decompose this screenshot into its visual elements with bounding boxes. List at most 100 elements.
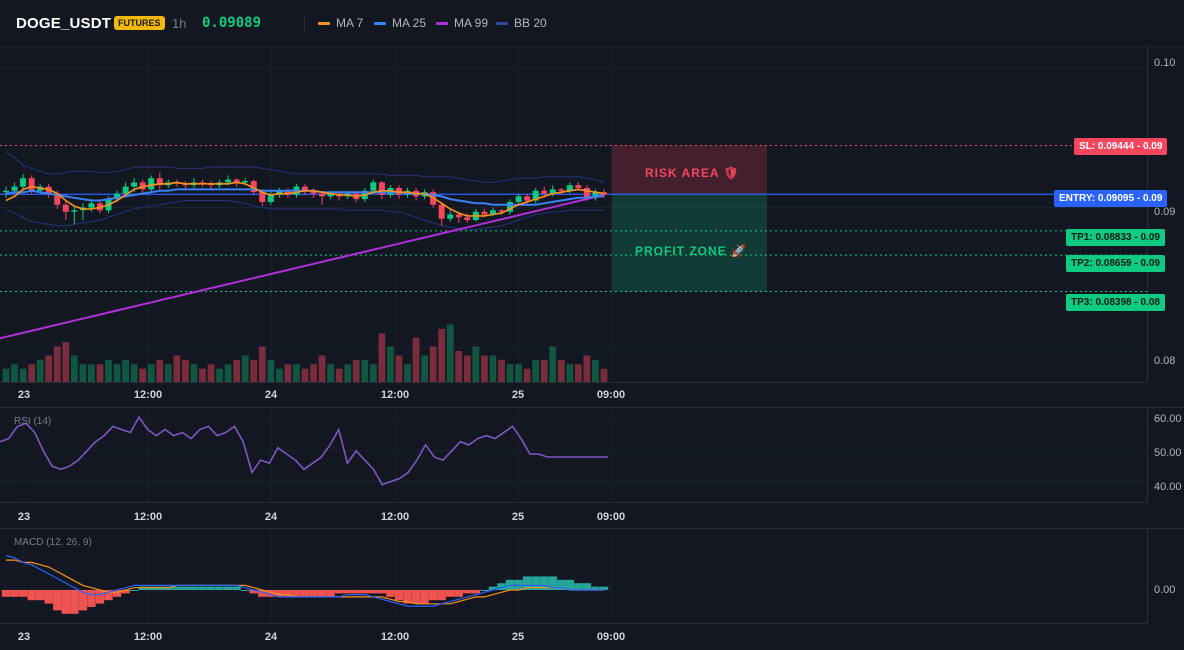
futures-badge: FUTURES xyxy=(114,16,165,30)
macd-hist-bar xyxy=(343,590,352,594)
price-tick: 0.08 xyxy=(1154,355,1176,367)
macd-hist-bar xyxy=(531,576,540,590)
candle-body xyxy=(507,201,514,212)
time-tick: 12:00 xyxy=(133,511,163,523)
macd-hist-bar xyxy=(369,590,378,594)
tp1-tag[interactable]: TP1: 0.08833 - 0.09 xyxy=(1066,229,1165,246)
price-pane[interactable]: RISK AREA 🛡 PROFIT ZONE 🚀 xyxy=(0,47,1147,382)
macd-hist-bar xyxy=(352,590,361,594)
volume-bar xyxy=(88,364,95,382)
macd-hist-bar xyxy=(112,590,122,597)
macd-hist-bar xyxy=(377,590,387,594)
macd-hist-bar xyxy=(317,590,327,597)
rsi-axis[interactable]: 60.00 50.00 40.00 xyxy=(1147,407,1184,503)
volume-bar xyxy=(438,328,446,382)
macd-hist-bar xyxy=(522,576,532,590)
candle-body xyxy=(302,186,308,191)
volume-bar xyxy=(463,355,471,382)
macd-hist-bar xyxy=(497,583,506,590)
timeframe-selector[interactable]: 1h xyxy=(172,16,187,31)
time-tick: 12:00 xyxy=(380,631,410,643)
legend-bb-label: BB 20 xyxy=(514,16,547,30)
macd-axis[interactable]: 0.00 xyxy=(1147,528,1184,624)
time-axis-macd[interactable]: 23 12:00 24 12:00 25 09:00 xyxy=(0,623,1147,650)
volume-bar xyxy=(70,355,78,382)
rsi-chart-svg xyxy=(0,408,1147,503)
volume-bar xyxy=(130,364,138,382)
chart-header: DOGE_USDT FUTURES 1h 0.09089 MA 7 MA 25 … xyxy=(0,0,1184,47)
entry-tag[interactable]: ENTRY: 0.09095 - 0.09 xyxy=(1054,190,1168,207)
volume-bar xyxy=(233,359,241,382)
stop-loss-tag[interactable]: SL: 0.09444 - 0.09 xyxy=(1074,138,1168,155)
volume-bar xyxy=(506,364,514,382)
candle-body xyxy=(233,179,240,183)
volume-bar xyxy=(173,355,181,382)
profit-zone-rect xyxy=(612,194,767,292)
volume-bar xyxy=(472,346,480,382)
rsi-pane[interactable]: RSI (14) xyxy=(0,407,1147,503)
shield-icon: 🛡 xyxy=(723,166,740,180)
macd-hist-bar xyxy=(27,590,36,601)
legend-ma7[interactable]: MA 7 xyxy=(318,16,363,30)
macd-chart-svg xyxy=(0,529,1147,624)
volume-bar xyxy=(224,364,232,382)
candle-body xyxy=(455,214,462,218)
volume-bar xyxy=(250,359,258,382)
profit-zone-label: PROFIT ZONE 🚀 xyxy=(635,244,747,258)
legend-ma25-label: MA 25 xyxy=(392,16,427,30)
time-tick: 09:00 xyxy=(596,631,626,643)
candle-body xyxy=(575,185,582,188)
macd-pane[interactable]: MACD (12, 26, 9) xyxy=(0,528,1147,624)
candle-body xyxy=(524,196,531,201)
volume-bar xyxy=(105,359,112,382)
volume-bar xyxy=(19,368,27,382)
price-axis[interactable]: 0.10 0.09 0.08 xyxy=(1147,47,1184,382)
rsi-line xyxy=(0,415,608,486)
macd-hist-bar xyxy=(78,590,88,611)
price-tick: 0.10 xyxy=(1154,57,1176,69)
candle-body xyxy=(481,211,488,215)
macd-hist-bar xyxy=(582,583,592,590)
macd-hist-bar xyxy=(326,590,335,597)
macd-hist-bar xyxy=(428,590,438,601)
time-tick: 12:00 xyxy=(380,389,410,401)
symbol-name[interactable]: DOGE_USDT xyxy=(16,15,112,32)
volume-bar xyxy=(532,359,540,382)
macd-hist-bar xyxy=(480,590,489,591)
risk-area-label: RISK AREA 🛡 xyxy=(645,166,740,180)
volume-bar xyxy=(45,355,53,382)
macd-hist-bar xyxy=(215,586,224,590)
volume-bar xyxy=(395,355,403,382)
volume-bar xyxy=(310,364,317,382)
bb-upper-line xyxy=(5,151,605,183)
volume-bar xyxy=(574,364,582,382)
macd-hist-bar xyxy=(411,590,421,604)
macd-hist-bar xyxy=(44,590,53,604)
tp1-value: TP1: 0.08833 xyxy=(1071,232,1132,243)
time-axis-main[interactable]: 23 12:00 24 12:00 25 09:00 xyxy=(0,382,1147,407)
macd-hist-bar xyxy=(309,590,318,597)
profit-zone-text: PROFIT ZONE xyxy=(635,244,727,258)
macd-hist-bar xyxy=(283,590,293,597)
volume-bar xyxy=(523,368,531,382)
legend-ma25[interactable]: MA 25 xyxy=(374,16,426,30)
volume-bar xyxy=(335,368,343,382)
tp2-tag[interactable]: TP2: 0.08659 - 0.09 xyxy=(1066,255,1165,272)
volume-bar xyxy=(216,368,223,382)
candle-body xyxy=(515,196,522,202)
macd-hist-bar xyxy=(463,590,472,594)
tp1-axis-value: 0.09 xyxy=(1140,232,1160,243)
time-axis-rsi[interactable]: 23 12:00 24 12:00 25 09:00 xyxy=(0,502,1147,528)
legend-ma99[interactable]: MA 99 xyxy=(436,16,488,30)
candle-body xyxy=(532,190,539,201)
macd-hist-bar xyxy=(540,576,549,590)
legend-bb20[interactable]: BB 20 xyxy=(496,16,547,30)
volume-bar xyxy=(147,364,155,382)
volume-bar xyxy=(79,364,87,382)
ma99-line xyxy=(0,194,605,340)
macd-hist-bar xyxy=(275,590,284,597)
time-tick: 25 xyxy=(511,389,525,401)
tp3-tag[interactable]: TP3: 0.08398 - 0.08 xyxy=(1066,294,1165,311)
macd-hist-bar xyxy=(206,586,216,590)
time-tick: 09:00 xyxy=(596,389,626,401)
